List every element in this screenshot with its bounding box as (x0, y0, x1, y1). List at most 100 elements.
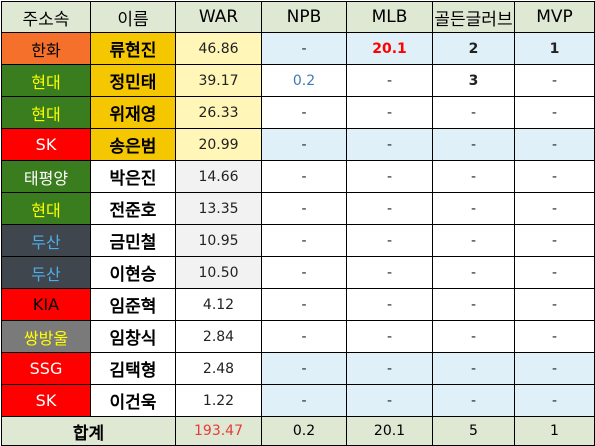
team-cell[interactable]: 쌍방울 (1, 320, 91, 353)
team-cell[interactable]: 두산 (1, 224, 91, 257)
mlb-cell[interactable]: - (346, 384, 433, 417)
npb-cell[interactable]: - (261, 384, 347, 417)
mvp-cell[interactable]: 1 (514, 32, 595, 65)
player-name-cell[interactable]: 김택형 (90, 352, 176, 385)
war-cell[interactable]: 10.95 (175, 224, 262, 257)
mlb-cell[interactable]: - (346, 160, 433, 193)
war-cell[interactable]: 46.86 (175, 32, 262, 65)
mvp-cell[interactable]: - (514, 192, 595, 225)
mvp-cell[interactable]: - (514, 352, 595, 385)
player-name-cell[interactable]: 이건욱 (90, 384, 176, 417)
war-cell[interactable]: 26.33 (175, 96, 262, 129)
mlb-cell[interactable]: - (346, 192, 433, 225)
golden-glove-cell[interactable]: - (432, 256, 515, 289)
golden-glove-cell[interactable]: - (432, 96, 515, 129)
player-name-cell[interactable]: 전준호 (90, 192, 176, 225)
table-row: 현대 정민태 39.17 0.2-3- (1, 64, 595, 97)
mvp-cell[interactable]: - (514, 160, 595, 193)
table-row: KIA 임준혁 4.12- - - - (1, 288, 595, 321)
war-cell[interactable]: 14.66 (175, 160, 262, 193)
team-cell[interactable]: KIA (1, 288, 91, 321)
mlb-cell[interactable]: - (346, 128, 433, 161)
header-golden-glove[interactable]: 골든글러브 (432, 1, 515, 33)
header-team[interactable]: 주소속 (1, 1, 91, 33)
team-cell[interactable]: 현대 (1, 96, 91, 129)
npb-cell[interactable]: - (261, 288, 347, 321)
npb-cell[interactable]: - (261, 192, 347, 225)
golden-glove-cell[interactable]: 3 (432, 64, 515, 97)
golden-glove-cell[interactable]: - (432, 320, 515, 353)
mlb-cell[interactable]: - (346, 256, 433, 289)
team-cell[interactable]: 두산 (1, 256, 91, 289)
war-cell[interactable]: 2.84 (175, 320, 262, 353)
npb-cell[interactable]: - (261, 256, 347, 289)
war-cell[interactable]: 20.99 (175, 128, 262, 161)
mvp-cell[interactable]: - (514, 320, 595, 353)
golden-glove-cell[interactable]: 2 (432, 32, 515, 65)
mvp-cell[interactable]: - (514, 288, 595, 321)
mvp-cell[interactable]: - (514, 96, 595, 129)
header-npb[interactable]: NPB (261, 1, 347, 33)
header-mvp[interactable]: MVP (514, 1, 595, 33)
player-name-cell[interactable]: 박은진 (90, 160, 176, 193)
team-cell[interactable]: SSG (1, 352, 91, 385)
war-cell[interactable]: 13.35 (175, 192, 262, 225)
team-cell[interactable]: 현대 (1, 192, 91, 225)
team-cell[interactable]: 한화 (1, 32, 91, 65)
war-cell[interactable]: 1.22 (175, 384, 262, 417)
npb-cell[interactable]: 0.2 (261, 64, 347, 97)
player-name-cell[interactable]: 금민철 (90, 224, 176, 257)
header-mlb[interactable]: MLB (346, 1, 433, 33)
mvp-cell[interactable]: - (514, 256, 595, 289)
header-row: 주소속 이름 WAR NPB MLB 골든글러브 MVP (1, 1, 595, 33)
npb-cell[interactable]: - (261, 352, 347, 385)
total-npb[interactable]: 0.2 (261, 416, 347, 446)
npb-cell[interactable]: - (261, 160, 347, 193)
team-cell[interactable]: 태평양 (1, 160, 91, 193)
player-name-cell[interactable]: 정민태 (90, 64, 176, 97)
header-war[interactable]: WAR (175, 1, 262, 33)
total-mvp[interactable]: 1 (514, 416, 595, 446)
header-name[interactable]: 이름 (90, 1, 176, 33)
war-cell[interactable]: 2.48 (175, 352, 262, 385)
mlb-cell[interactable]: - (346, 288, 433, 321)
war-cell[interactable]: 39.17 (175, 64, 262, 97)
golden-glove-cell[interactable]: - (432, 192, 515, 225)
golden-glove-cell[interactable]: - (432, 384, 515, 417)
team-cell[interactable]: 현대 (1, 64, 91, 97)
mlb-cell[interactable]: 20.1 (346, 32, 433, 65)
total-mlb[interactable]: 20.1 (346, 416, 433, 446)
mlb-cell[interactable]: - (346, 352, 433, 385)
player-name-cell[interactable]: 류현진 (90, 32, 176, 65)
war-cell[interactable]: 10.50 (175, 256, 262, 289)
war-cell[interactable]: 4.12 (175, 288, 262, 321)
mlb-cell[interactable]: - (346, 320, 433, 353)
mvp-cell[interactable]: - (514, 224, 595, 257)
golden-glove-cell[interactable]: - (432, 224, 515, 257)
mlb-cell[interactable]: - (346, 64, 433, 97)
npb-cell[interactable]: - (261, 128, 347, 161)
mvp-cell[interactable]: - (514, 64, 595, 97)
npb-cell[interactable]: - (261, 320, 347, 353)
npb-cell[interactable]: - (261, 32, 347, 65)
npb-cell[interactable]: - (261, 224, 347, 257)
mvp-cell[interactable]: - (514, 128, 595, 161)
player-name-cell[interactable]: 송은범 (90, 128, 176, 161)
player-name-cell[interactable]: 위재영 (90, 96, 176, 129)
team-cell[interactable]: SK (1, 384, 91, 417)
golden-glove-cell[interactable]: - (432, 352, 515, 385)
mvp-cell[interactable]: - (514, 384, 595, 417)
total-golden-glove[interactable]: 5 (432, 416, 515, 446)
mlb-cell[interactable]: - (346, 224, 433, 257)
total-war[interactable]: 193.47 (175, 416, 262, 446)
player-name-cell[interactable]: 임창식 (90, 320, 176, 353)
player-name-cell[interactable]: 임준혁 (90, 288, 176, 321)
total-label[interactable]: 합계 (1, 416, 176, 446)
player-name-cell[interactable]: 이현승 (90, 256, 176, 289)
golden-glove-cell[interactable]: - (432, 128, 515, 161)
golden-glove-cell[interactable]: - (432, 288, 515, 321)
mlb-cell[interactable]: - (346, 96, 433, 129)
golden-glove-cell[interactable]: - (432, 160, 515, 193)
npb-cell[interactable]: - (261, 96, 347, 129)
team-cell[interactable]: SK (1, 128, 91, 161)
